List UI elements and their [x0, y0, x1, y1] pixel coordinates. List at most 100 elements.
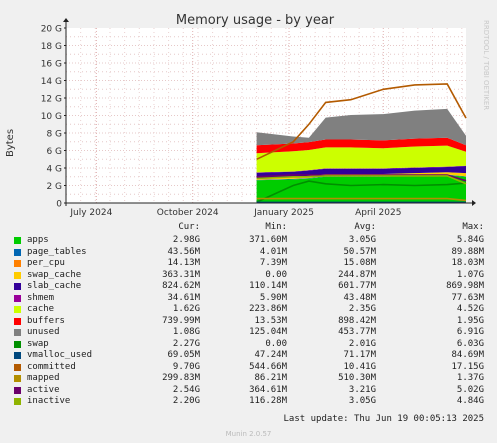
memory-chart: Memory usage - by year Bytes RRDTOOL / T… [5, 13, 490, 218]
area-cache [256, 145, 466, 173]
legend-series-name: slab_cache [27, 281, 82, 291]
legend-min: 5.90M [259, 292, 287, 303]
area-unused [256, 108, 466, 146]
legend-row-active: active 2.54G 364.61M 3.21G 5.02G [0, 385, 497, 397]
legend-avg: 2.01G [348, 338, 376, 349]
legend-row-cache: cache 1.62G 223.86M 2.35G 4.52G [0, 304, 497, 316]
legend-min: 223.86M [249, 304, 287, 314]
legend-avg: 3.21G [348, 384, 376, 395]
legend-avg: 510.30M [338, 373, 376, 383]
legend-min: 0.00 [265, 269, 287, 280]
legend-series-name: apps [27, 235, 49, 245]
line-committed [256, 83, 467, 161]
legend-series-name: vmalloc_used [27, 350, 93, 360]
legend-min: 7.39M [259, 258, 287, 268]
line-inactive [256, 175, 467, 185]
legend-swatch [14, 271, 21, 279]
y-tick-label: 4 G [46, 165, 62, 175]
legend-cur: 2.98G [172, 235, 200, 245]
legend-avg: 71.17M [343, 350, 376, 360]
legend-header-min: Min: [265, 222, 287, 232]
legend-avg: 601.77M [338, 281, 376, 291]
legend-cur: 1.62G [172, 304, 200, 314]
area-buffers [256, 137, 466, 154]
legend-swatch [14, 340, 21, 348]
legend-max: 4.52G [456, 304, 484, 314]
legend-max: 4.84G [456, 396, 484, 406]
legend-cur: 739.99M [162, 315, 200, 326]
legend-swatch [14, 237, 21, 244]
legend-min: 371.60M [249, 235, 287, 245]
legend-max: 6.91G [456, 327, 484, 337]
legend-min: 364.61M [249, 384, 287, 395]
legend-min: 544.66M [249, 361, 287, 372]
legend-min: 47.24M [254, 350, 287, 360]
legend-min: 86.21M [254, 373, 287, 383]
legend-avg: 50.57M [343, 246, 376, 257]
legend-swatch [14, 398, 21, 405]
legend-avg: 15.08M [343, 258, 376, 268]
legend-swatch [14, 248, 21, 256]
legend-avg: 453.77M [338, 327, 376, 337]
x-tick-label: July 2024 [69, 208, 112, 218]
legend-cur: 43.56M [167, 246, 200, 257]
legend-series-name: cache [27, 304, 55, 314]
legend-max: 1.07G [456, 269, 484, 280]
legend-swatch [14, 363, 21, 371]
legend-min: 110.14M [249, 281, 287, 291]
legend-avg: 3.05G [348, 235, 376, 245]
y-tick-label: 12 G [41, 95, 62, 105]
legend-header: Cur: Min: Avg: Max: [0, 222, 497, 234]
chart-title: Memory usage - by year [176, 13, 335, 28]
legend-max: 1.37G [456, 373, 484, 383]
area-shmem [256, 165, 466, 173]
area-page_tables [256, 174, 466, 181]
legend-min: 0.00 [265, 338, 287, 349]
legend-max: 18.03M [451, 258, 484, 268]
legend-row-slab-cache: slab_cache 824.62M 110.14M 601.77M 869.98M [0, 281, 497, 293]
area-apps [256, 175, 466, 203]
legend-row-vmalloc-used: vmalloc_used 69.05M 47.24M 71.17M 84.69M [0, 350, 497, 362]
legend-row-committed: committed 9.70G 544.66M 10.41G 17.15G [0, 362, 497, 374]
legend-avg: 10.41G [343, 361, 376, 372]
line-swap [256, 180, 467, 203]
legend-cur: 69.05M [167, 350, 200, 360]
legend-row-swap: swap 2.27G 0.00 2.01G 6.03G [0, 339, 497, 351]
y-tick-label: 14 G [41, 77, 62, 87]
legend-series-name: swap_cache [27, 269, 82, 280]
legend-row-page-tables: page_tables 43.56M 4.01M 50.57M 89.88M [0, 247, 497, 259]
legend-max: 5.84G [456, 235, 484, 245]
y-tick-label: 0 [56, 200, 62, 210]
legend-cur: 2.27G [172, 338, 200, 349]
legend-avg: 2.35G [348, 304, 376, 314]
last-update: Last update: Thu Jun 19 00:05:13 2025 [283, 414, 484, 424]
legend-row-mapped: mapped 299.83M 86.21M 510.30M 1.37G [0, 373, 497, 385]
legend-max: 6.03G [456, 338, 484, 349]
munin-version: Munin 2.0.57 [225, 430, 272, 438]
legend-max: 84.69M [451, 350, 484, 360]
legend-swatch [14, 260, 21, 267]
y-tick-label: 18 G [41, 42, 62, 52]
legend-max: 77.63M [451, 292, 484, 303]
legend-series-name: swap [27, 338, 49, 349]
legend-avg: 3.05G [348, 396, 376, 406]
legend-row-unused: unused 1.08G 125.04M 453.77M 6.91G [0, 327, 497, 339]
legend-cur: 9.70G [172, 361, 200, 372]
legend-min: 125.04M [249, 327, 287, 337]
legend-cur: 34.61M [167, 292, 200, 303]
legend-avg: 244.87M [338, 269, 376, 280]
legend-row-per-cpu: per_cpu 14.13M 7.39M 15.08M 18.03M [0, 258, 497, 270]
legend-swatch [14, 329, 21, 336]
line-mapped [256, 197, 467, 202]
y-tick-label: 8 G [46, 130, 62, 140]
legend-header-max: Max: [462, 222, 484, 232]
y-tick-label: 6 G [46, 147, 62, 157]
legend-row-buffers: buffers 739.99M 13.53M 898.42M 1.95G [0, 316, 497, 328]
x-tick-label: April 2025 [355, 208, 401, 218]
legend-swatch [14, 294, 21, 302]
legend-row-shmem: shmem 34.61M 5.90M 43.48M 77.63M [0, 293, 497, 305]
legend-series-name: page_tables [27, 246, 87, 257]
legend-cur: 2.20G [172, 396, 200, 406]
legend-swatch [14, 375, 21, 382]
y-axis-arrow [63, 18, 69, 22]
